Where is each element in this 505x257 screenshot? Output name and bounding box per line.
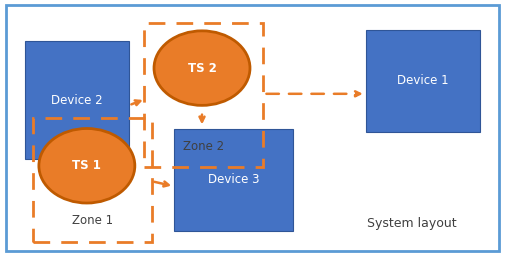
Ellipse shape	[39, 128, 135, 203]
Bar	[174, 128, 293, 231]
Bar	[144, 23, 263, 167]
Ellipse shape	[154, 31, 250, 105]
Text: TS 1: TS 1	[72, 159, 102, 172]
Text: Device 2: Device 2	[51, 94, 103, 107]
Bar	[25, 41, 129, 159]
Text: Device 3: Device 3	[208, 173, 259, 186]
Text: Zone 1: Zone 1	[72, 214, 113, 227]
Bar	[366, 30, 480, 132]
Text: System layout: System layout	[367, 217, 457, 230]
Text: TS 2: TS 2	[187, 62, 217, 75]
Text: Device 1: Device 1	[397, 75, 449, 87]
Text: Zone 2: Zone 2	[183, 140, 224, 153]
Bar	[33, 118, 152, 242]
